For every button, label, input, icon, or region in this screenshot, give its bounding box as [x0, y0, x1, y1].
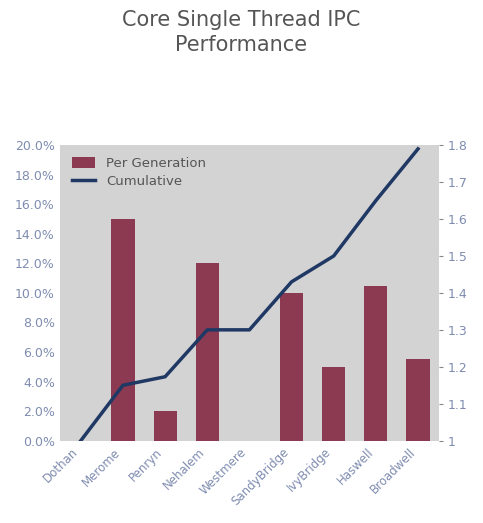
Bar — [280, 293, 303, 441]
Bar — [364, 286, 387, 441]
Legend: Per Generation, Cumulative: Per Generation, Cumulative — [66, 152, 211, 194]
Bar — [322, 367, 345, 441]
Bar — [112, 219, 135, 441]
Bar — [196, 264, 219, 441]
Bar — [406, 359, 429, 441]
Text: Core Single Thread IPC
Performance: Core Single Thread IPC Performance — [122, 10, 361, 55]
Bar — [154, 411, 177, 441]
